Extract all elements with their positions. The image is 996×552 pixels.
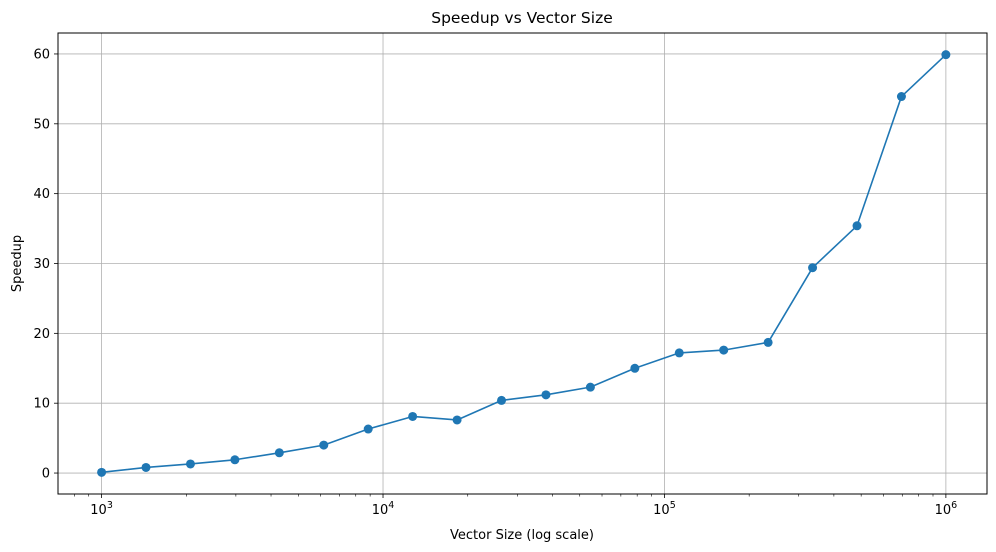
y-tick-label: 60 xyxy=(33,47,50,62)
y-tick-label: 0 xyxy=(42,467,50,482)
x-tick-label-base: 10 xyxy=(935,503,952,518)
x-tick-label-base: 10 xyxy=(372,503,389,518)
x-tick-label: 106 xyxy=(935,500,958,518)
x-axis-label: Vector Size (log scale) xyxy=(450,528,594,543)
x-tick-label-exponent: 4 xyxy=(388,500,394,511)
y-tick-label: 10 xyxy=(33,397,50,412)
x-tick-label: 105 xyxy=(653,500,676,518)
data-point xyxy=(408,411,418,421)
data-point xyxy=(674,348,684,358)
data-point xyxy=(541,390,551,400)
x-axis: 103 104 105 106 xyxy=(74,494,957,518)
y-tick-label: 20 xyxy=(33,327,50,342)
data-point xyxy=(97,467,107,477)
y-tick-label: 50 xyxy=(33,117,50,132)
data-point xyxy=(630,363,640,373)
data-point xyxy=(896,92,906,102)
data-point xyxy=(585,382,595,392)
y-axis-label: Speedup xyxy=(10,235,25,292)
x-tick-label-exponent: 5 xyxy=(670,500,676,511)
chart-title: Speedup vs Vector Size xyxy=(431,9,613,27)
data-point xyxy=(941,50,951,60)
data-point xyxy=(452,415,462,425)
x-tick-label: 103 xyxy=(90,500,113,518)
data-point xyxy=(230,455,240,465)
data-point xyxy=(719,345,729,355)
data-point xyxy=(141,462,151,472)
data-point xyxy=(319,440,329,450)
grid-lines xyxy=(58,33,987,494)
series-layer xyxy=(97,50,951,477)
x-tick-label-exponent: 6 xyxy=(951,500,957,511)
y-tick-label: 40 xyxy=(33,187,50,202)
data-point xyxy=(852,221,862,231)
x-tick-label-base: 10 xyxy=(653,503,670,518)
data-point xyxy=(497,395,507,405)
x-tick-label: 104 xyxy=(372,500,395,518)
data-point xyxy=(274,448,284,458)
data-point xyxy=(185,459,195,469)
data-point xyxy=(763,337,773,347)
data-point xyxy=(808,263,818,273)
data-point xyxy=(363,424,373,434)
x-tick-label-base: 10 xyxy=(90,503,107,518)
series-line xyxy=(101,54,947,474)
y-tick-label: 30 xyxy=(33,257,50,272)
x-tick-label-exponent: 3 xyxy=(107,500,113,511)
y-axis: 0 10 20 30 40 50 60 xyxy=(33,47,58,482)
